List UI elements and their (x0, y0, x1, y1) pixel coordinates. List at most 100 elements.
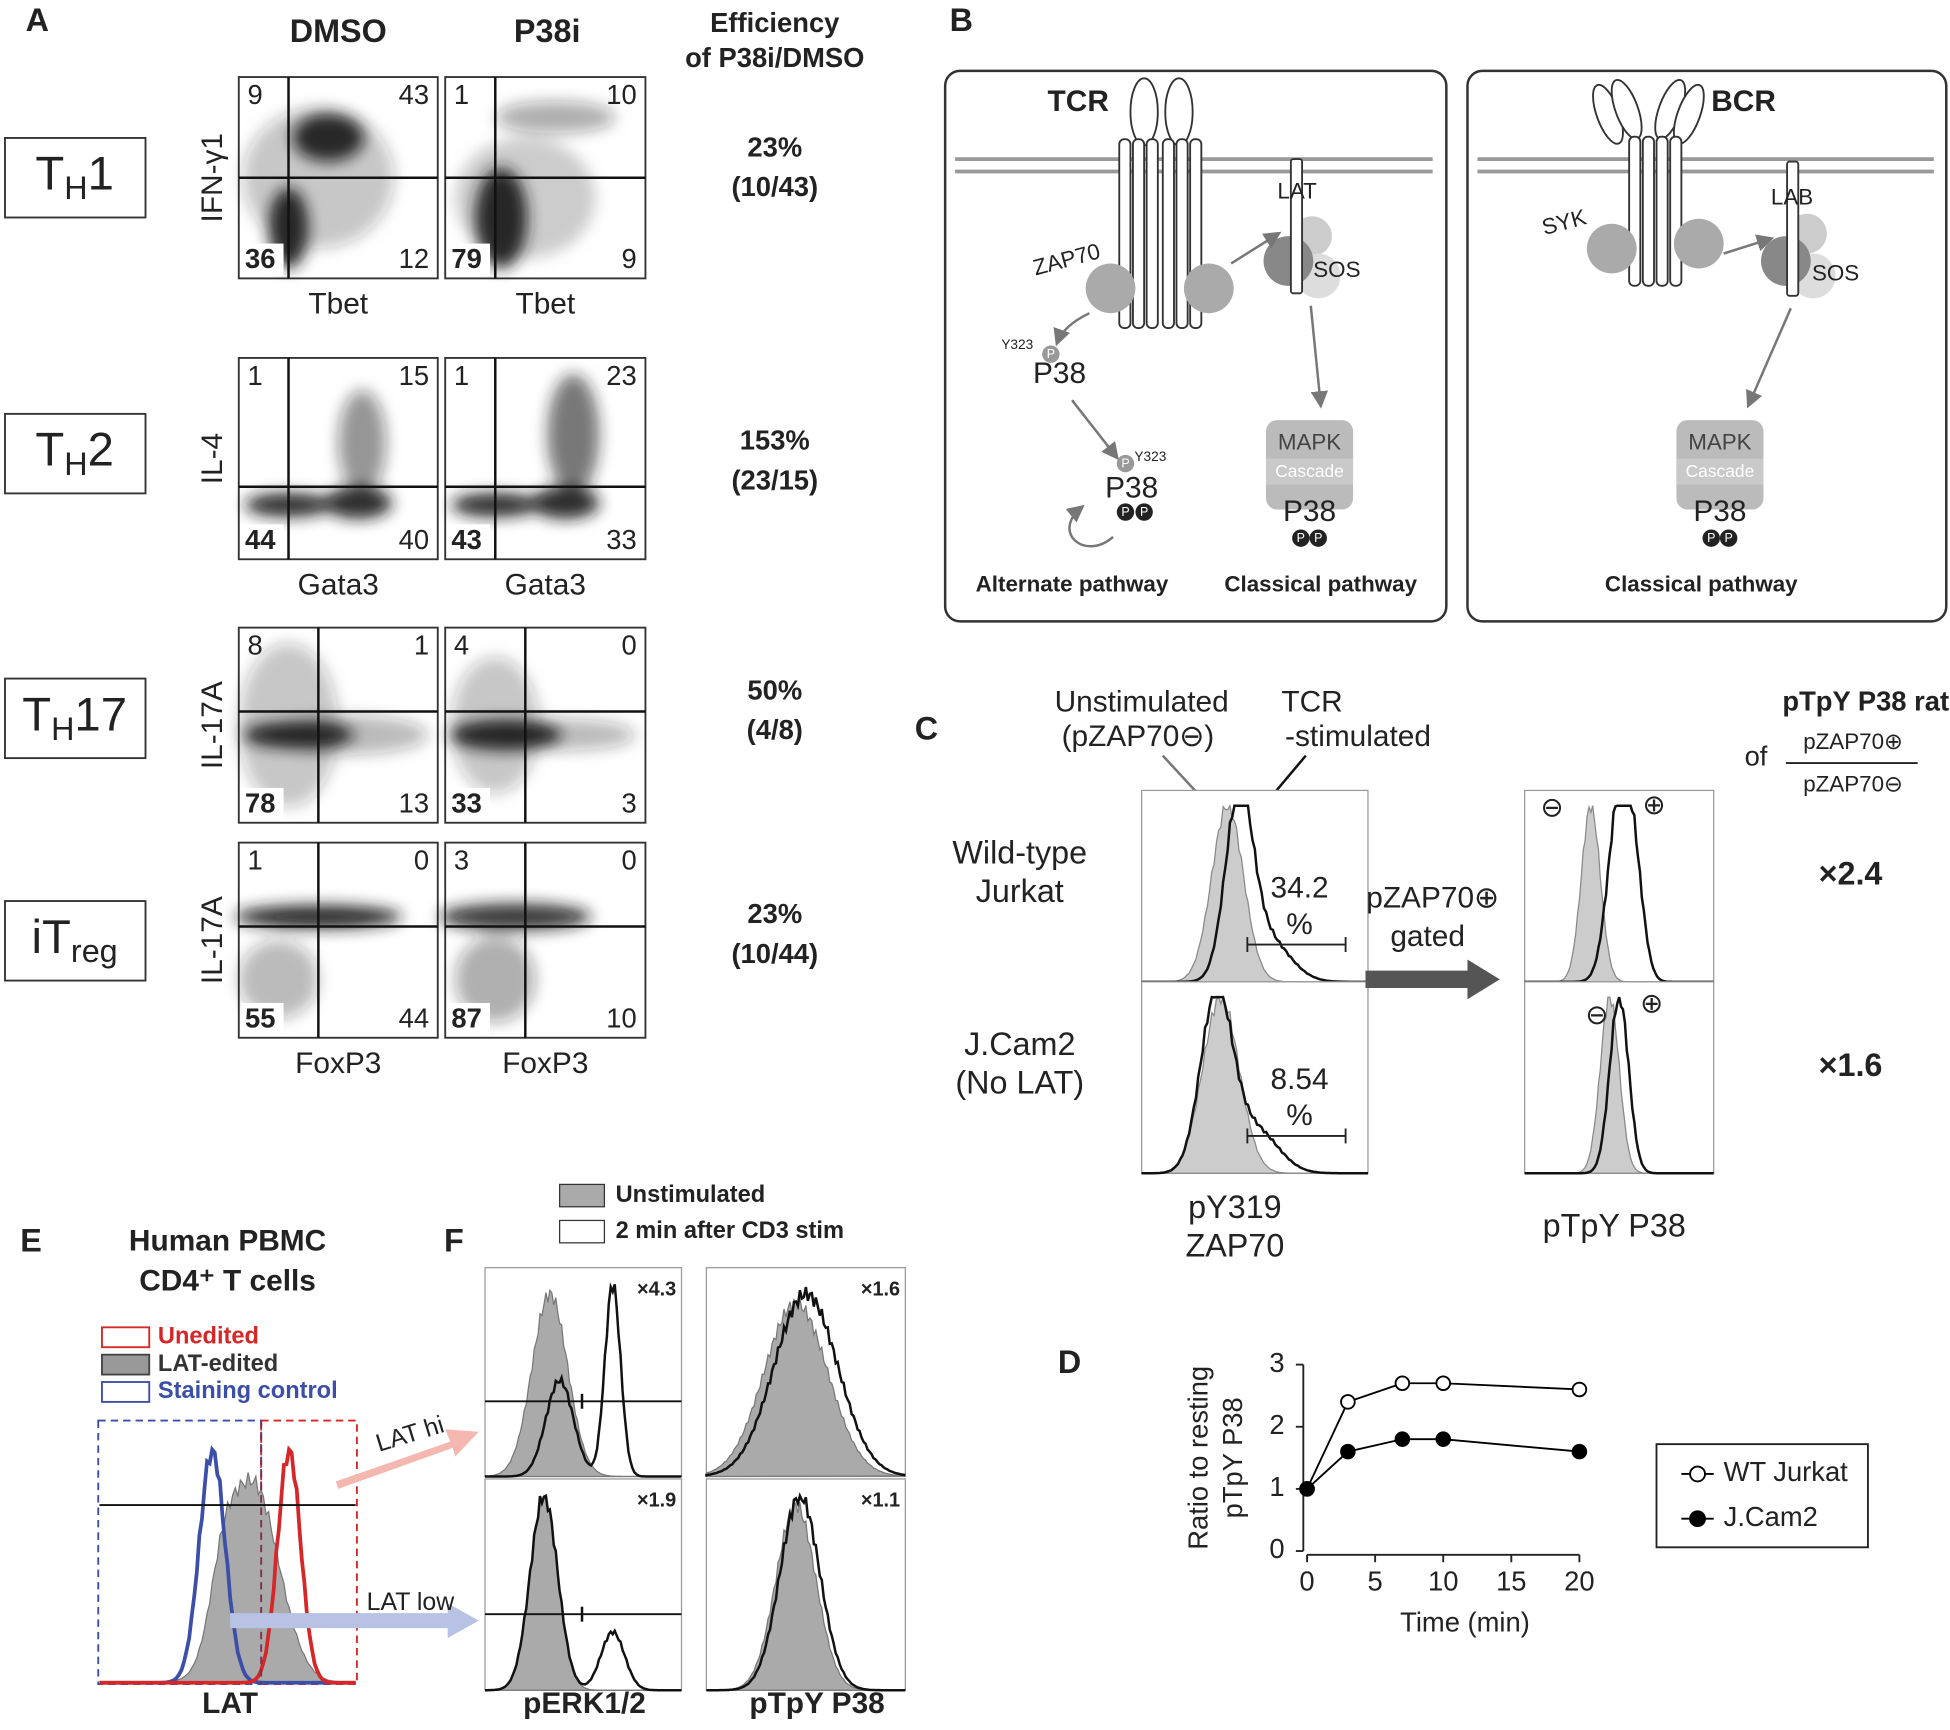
efficiency-header: Efficiency (710, 7, 840, 38)
mapk-band (1676, 458, 1764, 485)
histogram-stimulated (705, 1286, 906, 1477)
receptor-label: TCR (1048, 85, 1109, 118)
protein-label: P38 (1105, 472, 1158, 505)
row-label: Jurkat (976, 873, 1064, 909)
phospho-label: P (1314, 531, 1322, 545)
series-marker (1299, 1481, 1315, 1497)
quadrant-value: 1 (454, 360, 469, 391)
y-tick-label: 3 (1269, 1347, 1284, 1378)
arrow (1230, 231, 1282, 265)
fold-change: ×1.9 (637, 1490, 676, 1512)
fold-change: ×1.6 (861, 1278, 900, 1300)
ratio-numerator: pZAP70⊕ (1803, 729, 1903, 754)
quadrant-value: 1 (414, 630, 429, 661)
density-blob (495, 101, 616, 134)
legend-label: Unstimulated (616, 1182, 766, 1208)
efficiency: 153% (740, 425, 810, 456)
column-header: P38i (514, 13, 581, 49)
transmembrane (1641, 135, 1655, 287)
quadrant-value: 10 (606, 79, 636, 110)
arrow (1746, 307, 1792, 409)
x-axis-label: ZAP70 (1186, 1227, 1285, 1263)
phospho-label: P (1047, 347, 1055, 361)
y-axis-title: Ratio to resting (1182, 1366, 1213, 1550)
series-marker (1435, 1375, 1451, 1392)
series-marker (1394, 1431, 1411, 1447)
site-circle (1042, 345, 1060, 363)
x-axis-label: pERK1/2 (523, 1687, 646, 1720)
adaptor-blob (1263, 236, 1314, 286)
quadrant-value: 33 (606, 524, 636, 555)
ratio-of: of (1745, 740, 1768, 771)
site-label: Y323 (1001, 337, 1033, 352)
arrow (1723, 234, 1775, 255)
x-tick-label: 10 (1428, 1566, 1458, 1597)
series-marker (1435, 1431, 1451, 1447)
subset-sub: H (64, 446, 87, 482)
subset-label: iTreg (32, 911, 118, 968)
quadrant-bg (241, 787, 284, 821)
legend-swatch (101, 1326, 151, 1349)
subset-sub: reg (71, 933, 118, 969)
receptor-domain (1129, 77, 1159, 147)
density-blob (455, 137, 596, 259)
density-cloud (439, 903, 592, 1023)
phospho-label: P (1140, 505, 1148, 519)
y-axis-label: IL-17A (196, 896, 229, 984)
syk (1673, 218, 1724, 269)
subset-base: T (35, 424, 64, 477)
legend-marker (1689, 1510, 1706, 1528)
gate-sign: ⊕ (1643, 789, 1666, 820)
legend-swatch (559, 1183, 606, 1208)
quadrant-value: 44 (245, 524, 276, 555)
subset-sub: H (51, 710, 74, 746)
subset-sub: H (64, 170, 87, 206)
series-marker (1571, 1443, 1588, 1460)
pathway-label: Classical pathway (1224, 571, 1417, 596)
transmembrane (1132, 138, 1146, 330)
gate-sign: ⊕ (1640, 988, 1663, 1019)
efficiency-ratio: (4/8) (747, 714, 803, 745)
quadrant-value: 13 (399, 788, 429, 819)
legend-box (1655, 1443, 1869, 1549)
gate-sign: ⊖ (1541, 791, 1564, 822)
transmembrane (1175, 138, 1189, 330)
subset-base: T (22, 689, 51, 742)
quadrant-bg (447, 524, 490, 557)
y-axis-label: IFN-γ1 (196, 133, 229, 222)
zap70 (1183, 263, 1234, 314)
gate-percent: 8.54 (1271, 1063, 1329, 1096)
panel-label: B (950, 2, 973, 38)
y-tick-label: 2 (1269, 1409, 1284, 1440)
quadrant-value: 23 (606, 360, 636, 391)
quadrant-value: 79 (451, 243, 481, 274)
density-cloud (455, 101, 616, 269)
quadrant-value: 44 (399, 1003, 429, 1034)
x-axis-label: FoxP3 (295, 1047, 381, 1080)
histogram-stimulated (485, 1282, 682, 1478)
protein-label: SOS (1812, 261, 1859, 286)
phospho-circle (1292, 529, 1310, 547)
phospho-label: P (1297, 531, 1305, 545)
quadrant-value: 8 (247, 630, 262, 661)
series-marker (1340, 1394, 1356, 1410)
density-blob (338, 390, 387, 495)
x-tick-label: 15 (1496, 1566, 1526, 1597)
quadrant-value: 43 (399, 79, 429, 110)
density-cloud (238, 643, 428, 808)
quadrant-value: 0 (622, 845, 637, 876)
quadrant-value: 43 (451, 524, 481, 555)
series-marker (1340, 1443, 1356, 1460)
quadrant-value: 12 (399, 243, 429, 274)
density-blob (238, 643, 339, 808)
legend-swatch (559, 1219, 606, 1244)
density-blob (451, 656, 540, 794)
row-label: Wild-type (952, 835, 1087, 871)
legend-label: J.Cam2 (1724, 1501, 1818, 1532)
quadrant-value: 10 (606, 1003, 636, 1034)
arrow-label: gated (1390, 920, 1465, 953)
quadrant-bg (447, 787, 490, 821)
density-blob (547, 374, 600, 495)
ratio-denominator: pZAP70⊖ (1803, 771, 1903, 796)
histogram-label: TCR (1281, 685, 1342, 718)
